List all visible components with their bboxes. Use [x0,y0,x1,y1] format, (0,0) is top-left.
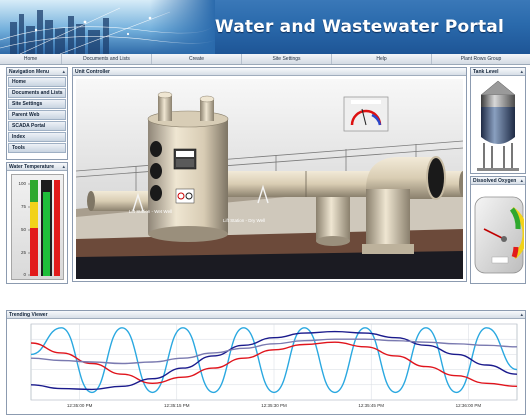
topnav-item-group-menu[interactable]: Plant Rows Group [460,56,502,62]
panel-header: Water Temperature ▴ [7,163,67,171]
panel-title: Unit Controller [75,69,110,75]
trending-viewer-panel: Trending Viewer ▴ 12:35:00 PM 12:35:15 PM… [6,310,526,415]
panel-header: Unit Controller [73,68,466,76]
collapse-icon[interactable]: ▴ [520,178,523,184]
gauge-tick-label: 0 [23,272,26,277]
nav-item-documents[interactable]: Documents and Lists [8,88,66,98]
trend-line-chart: 12:35:00 PM 12:35:15 PM 12:35:30 PM 12:35:4… [30,323,518,408]
panel-title: Trending Viewer [9,312,48,318]
top-nav-bar: Home Documents and Lists Create Site Set… [0,54,530,65]
gauge-tick-label: 25 [20,250,26,255]
x-tick-label: 12:36:00 PM [456,403,482,408]
nav-item-scada-portal[interactable]: SCADA Portal [8,121,66,131]
lift-station-3d-scene [76,79,463,279]
page-title: Water and Wastewater Portal [214,17,504,37]
nav-item-site-settings[interactable]: Site Settings [8,99,66,109]
topnav-item-home[interactable]: Home [0,54,62,64]
panel-header: Dissolved Oxygen ▴ [471,177,525,185]
nav-item-home[interactable]: Home [8,77,66,87]
panel-title: Navigation Menu [9,69,50,75]
dissolved-oxygen-panel: Dissolved Oxygen ▴ [470,176,526,284]
x-tick-label: 12:35:30 PM [261,403,287,408]
panel-title: Water Temperature [9,164,55,170]
topnav-item-documents[interactable]: Documents and Lists [62,54,152,64]
panel-title: Tank Level [473,69,499,75]
dissolved-oxygen-dial-gauge [474,196,524,274]
nav-item-parent-web[interactable]: Parent Web [8,110,66,120]
collapse-icon[interactable]: ▴ [520,312,523,318]
panel-header: Navigation Menu ▴ [7,68,67,76]
navigation-menu: Home Documents and Lists Site Settings P… [7,76,67,155]
water-temperature-panel: Water Temperature ▴ 100 75 50 25 0 [6,162,68,284]
panel-title: Dissolved Oxygen [473,178,517,184]
series-line [30,338,518,365]
temperature-bar-graphic [28,180,60,276]
topnav-item-site-settings[interactable]: Site Settings [242,54,332,64]
collapse-icon[interactable]: ▴ [62,69,65,75]
navigation-menu-panel: Navigation Menu ▴ Home Documents and Lis… [6,67,68,160]
tank-level-panel: Tank Level ▴ [470,67,526,174]
x-tick-label: 12:35:00 PM [67,403,93,408]
x-tick-label: 12:35:45 PM [358,403,384,408]
x-tick-label: 12:35:15 PM [164,403,190,408]
scene-label-dry-well: Lift Station - Dry Well [223,218,266,223]
series-line [30,330,518,391]
topnav-item-create[interactable]: Create [152,54,242,64]
gauge-tick-label: 50 [20,227,26,232]
unit-controller-panel: Unit Controller [72,67,467,282]
panel-header: Trending Viewer ▴ [7,311,525,319]
topnav-item-help[interactable]: Help [332,54,432,64]
scene-label-wet-well: Lift Station - Wet Well [129,209,173,214]
series-line [30,341,518,387]
series-line [30,327,518,394]
temperature-gauge: 100 75 50 25 0 [11,174,64,280]
nav-item-index[interactable]: Index [8,132,66,142]
gauge-tick-label: 100 [18,181,26,186]
panel-header: Tank Level ▴ [471,68,525,76]
collapse-icon[interactable]: ▴ [62,164,65,170]
gauge-tick-label: 75 [20,204,26,209]
city-network-banner-image [0,0,215,54]
collapse-icon[interactable]: ▴ [520,69,523,75]
water-tank-graphic [477,80,519,171]
nav-item-tools[interactable]: Tools [8,143,66,153]
portal-banner: Water and Wastewater Portal [0,0,530,54]
